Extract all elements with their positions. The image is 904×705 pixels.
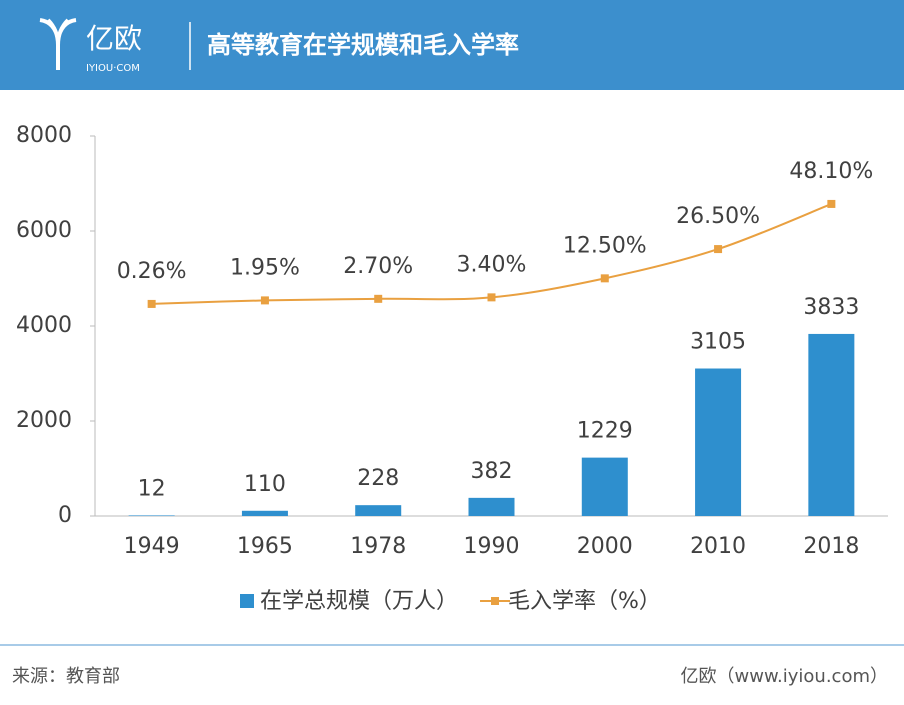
bar bbox=[241, 510, 288, 516]
y-tick-label: 4000 bbox=[16, 313, 72, 338]
bar bbox=[808, 333, 855, 516]
bar bbox=[355, 505, 402, 516]
x-tick-label: 2010 bbox=[690, 534, 746, 559]
bar-value-label: 3105 bbox=[690, 330, 746, 355]
legend-label: 在学总规模（万人） bbox=[260, 589, 458, 614]
line-value-label: 1.95% bbox=[230, 255, 300, 280]
x-tick-label: 2000 bbox=[577, 534, 633, 559]
line-marker bbox=[374, 294, 383, 303]
bar-value-label: 228 bbox=[357, 466, 399, 491]
y-tick-label: 8000 bbox=[16, 123, 72, 148]
line-value-label: 12.50% bbox=[563, 233, 647, 258]
x-tick-label: 2018 bbox=[803, 534, 859, 559]
bar-value-label: 1229 bbox=[577, 419, 633, 444]
line-marker bbox=[827, 199, 836, 208]
legend-label: 毛入学率（%） bbox=[508, 589, 661, 614]
bar-value-label: 110 bbox=[244, 472, 286, 497]
bar-value-label: 12 bbox=[138, 476, 166, 501]
line-value-label: 0.26% bbox=[117, 259, 187, 284]
x-tick-label: 1990 bbox=[464, 534, 520, 559]
bar bbox=[695, 368, 742, 516]
logo-sub: IYIOU·COM bbox=[86, 63, 140, 74]
bar bbox=[468, 497, 515, 516]
line-marker bbox=[260, 296, 269, 305]
line-value-label: 2.70% bbox=[343, 254, 413, 279]
line-value-label: 26.50% bbox=[676, 204, 760, 229]
line-marker bbox=[147, 299, 156, 308]
bar bbox=[128, 515, 175, 516]
legend-swatch bbox=[491, 597, 500, 605]
line-value-label: 48.10% bbox=[789, 159, 873, 184]
chart-title: 高等教育在学规模和毛入学率 bbox=[207, 31, 519, 59]
x-tick-label: 1949 bbox=[124, 534, 180, 559]
bar-value-label: 3833 bbox=[803, 295, 859, 320]
bar-value-label: 382 bbox=[471, 459, 513, 484]
header-bar bbox=[0, 0, 904, 90]
y-tick-label: 6000 bbox=[16, 218, 72, 243]
x-tick-label: 1965 bbox=[237, 534, 293, 559]
line-marker bbox=[600, 274, 609, 283]
bar bbox=[581, 457, 628, 516]
logo-text: 亿欧 bbox=[86, 22, 142, 55]
footer-source: 来源：教育部 bbox=[12, 666, 120, 687]
line-marker bbox=[714, 245, 723, 254]
legend-swatch bbox=[240, 594, 254, 608]
line-marker bbox=[487, 293, 496, 302]
footer-credit: 亿欧（www.iyiou.com） bbox=[681, 666, 888, 687]
logo-icon bbox=[39, 18, 77, 70]
y-tick-label: 2000 bbox=[16, 408, 72, 433]
x-tick-label: 1978 bbox=[350, 534, 406, 559]
line-value-label: 3.40% bbox=[457, 252, 527, 277]
y-tick-label: 0 bbox=[58, 503, 72, 528]
